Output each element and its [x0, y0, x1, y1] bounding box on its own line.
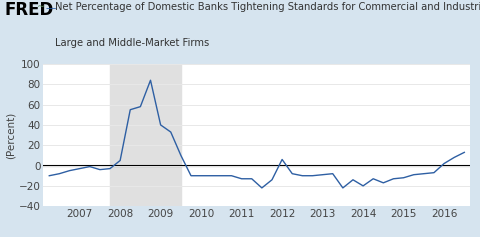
Bar [110, 64, 181, 206]
Text: —: — [46, 4, 56, 14]
Text: Net Percentage of Domestic Banks Tightening Standards for Commercial and Industr: Net Percentage of Domestic Banks Tighten… [55, 2, 480, 12]
Text: ∼: ∼ [35, 1, 45, 11]
Y-axis label: (Percent): (Percent) [6, 111, 16, 159]
Text: FRED: FRED [5, 1, 54, 19]
Text: Large and Middle-Market Firms: Large and Middle-Market Firms [55, 38, 209, 48]
